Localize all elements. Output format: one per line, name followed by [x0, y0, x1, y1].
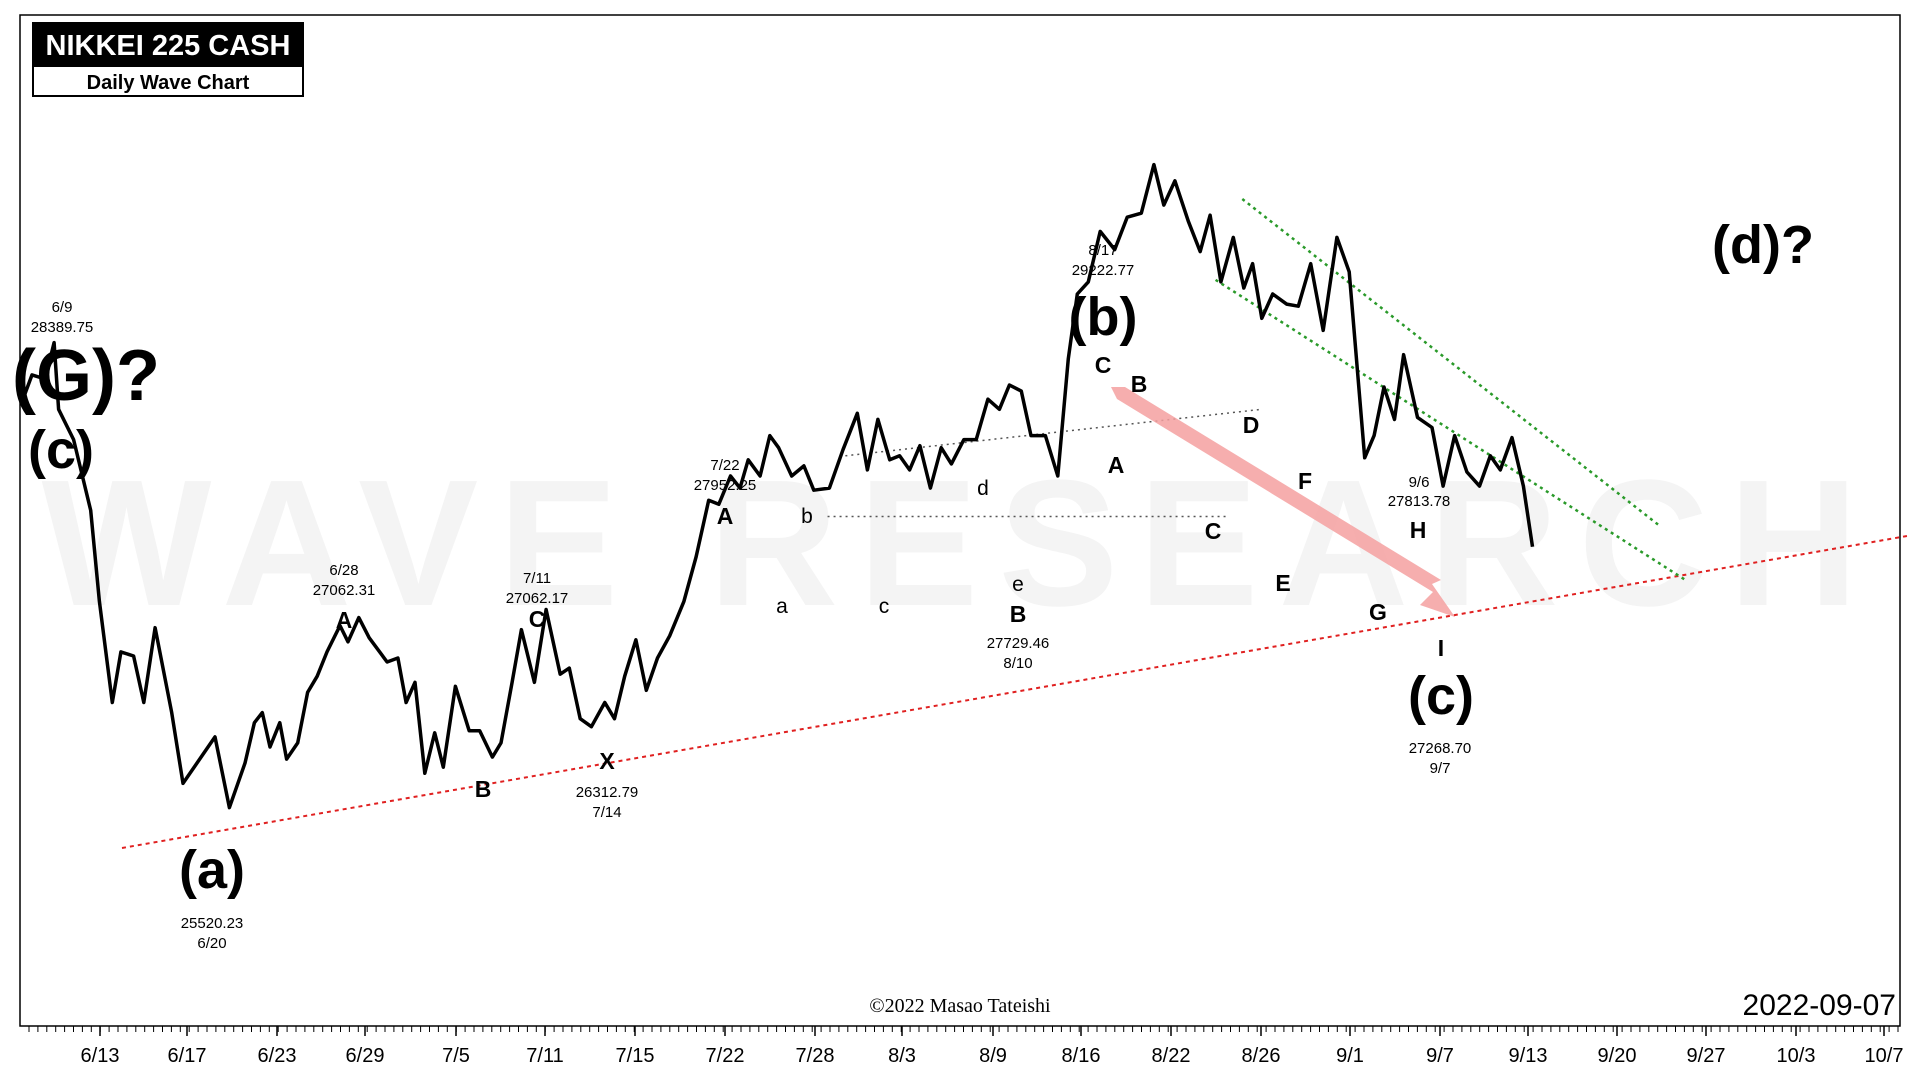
- label-sub-a1: A: [336, 607, 353, 633]
- label-dn-a: A: [1108, 452, 1125, 478]
- label-c-date: 9/7: [1430, 760, 1451, 777]
- chart-subtitle: Daily Wave Chart: [87, 72, 250, 94]
- x-tick-label: 9/20: [1598, 1045, 1637, 1067]
- label-dn-i: I: [1438, 635, 1444, 661]
- label-x-date: 7/14: [592, 804, 621, 821]
- label-tri-e: e: [1012, 573, 1024, 596]
- x-tick-label: 8/22: [1152, 1045, 1191, 1067]
- label-b-date: 8/17: [1088, 242, 1117, 259]
- label-a-wave: (a): [179, 840, 245, 900]
- plot-frame: [19, 14, 1901, 1027]
- x-tick-label: 7/15: [616, 1045, 655, 1067]
- x-tick-label: 6/23: [258, 1045, 297, 1067]
- label-sub-x: X: [599, 748, 615, 774]
- title-box: NIKKEI 225 CASH Daily Wave Chart: [32, 22, 304, 97]
- label-dn-c: C: [1205, 518, 1222, 544]
- x-tick-label: 9/1: [1336, 1045, 1364, 1067]
- label-d-wave: (d)?: [1712, 215, 1814, 275]
- date-stamp: 2022-09-07: [1743, 989, 1896, 1022]
- label-a-price: 25520.23: [181, 915, 244, 932]
- price-series-line: [21, 162, 1535, 810]
- down-trend-arrow: [1111, 387, 1455, 617]
- x-tick-label: 8/16: [1062, 1045, 1101, 1067]
- x-tick-label: 7/5: [442, 1045, 470, 1067]
- label-dn-b: B: [1131, 371, 1148, 397]
- x-tick-label: 9/27: [1687, 1045, 1726, 1067]
- channel-lower-line: [1214, 278, 1688, 583]
- label-sub-c1: C: [529, 606, 546, 632]
- label-sub-a2: A: [717, 503, 734, 529]
- triangle-upper-line: [845, 408, 1262, 457]
- label-top-price: 28389.75: [31, 319, 94, 336]
- label-dn-f: F: [1298, 468, 1312, 494]
- label-a-date: 6/20: [197, 935, 226, 952]
- x-tick-label: 8/9: [979, 1045, 1007, 1067]
- x-tick-label: 6/29: [346, 1045, 385, 1067]
- label-g-wave: (G)?: [12, 336, 160, 416]
- x-tick-label: 6/13: [81, 1045, 120, 1067]
- copyright-text: ©2022 Masao Tateishi: [869, 995, 1051, 1017]
- label-a2-price: 27952.25: [694, 477, 757, 494]
- label-c-wave: (c): [1408, 666, 1474, 726]
- label-b-wave: (b): [1069, 287, 1138, 347]
- x-tick-label: 9/13: [1509, 1045, 1548, 1067]
- channel-upper-line: [1241, 198, 1662, 528]
- label-c1-price: 27062.17: [506, 590, 569, 607]
- label-b2-date: 8/10: [1003, 655, 1032, 672]
- label-b-price: 29222.77: [1072, 262, 1135, 279]
- label-dn-e: E: [1275, 570, 1290, 596]
- x-tick-label: 10/3: [1777, 1045, 1816, 1067]
- label-h-price: 27813.78: [1388, 493, 1451, 510]
- x-axis: 6/13 6/17 6/23 6/29 7/5 7/11 7/15 7/22 7/28 8/3 8/…: [28, 1026, 1904, 1067]
- x-tick-label: 9/7: [1426, 1045, 1454, 1067]
- label-sub-b1: B: [475, 776, 492, 802]
- label-b2-price: 27729.46: [987, 635, 1050, 652]
- label-x-price: 26312.79: [576, 784, 639, 801]
- label-tri-a: a: [776, 595, 788, 618]
- x-tick-label: 8/3: [888, 1045, 916, 1067]
- label-dn-h: H: [1410, 517, 1427, 543]
- label-c-top: (c): [28, 420, 94, 480]
- label-dn-d: D: [1243, 412, 1260, 438]
- x-tick-label: 7/11: [526, 1045, 563, 1067]
- support-trendline: [121, 535, 1908, 849]
- label-a1-date: 6/28: [329, 562, 358, 579]
- label-dn-g: G: [1369, 599, 1387, 625]
- chart-title: NIKKEI 225 CASH: [46, 30, 291, 62]
- x-tick-label: 10/7: [1865, 1045, 1904, 1067]
- watermark: WAVE RESEARCH: [42, 443, 1879, 644]
- label-a2-date: 7/22: [710, 457, 739, 474]
- label-sub-c2: C: [1095, 352, 1112, 378]
- label-a1-price: 27062.31: [313, 582, 376, 599]
- label-h-date: 9/6: [1409, 474, 1430, 491]
- label-tri-b: b: [801, 505, 813, 528]
- label-sub-b2: B: [1010, 601, 1027, 627]
- label-tri-d: d: [977, 477, 989, 500]
- label-c1-date: 7/11: [523, 570, 551, 587]
- label-c-price: 27268.70: [1409, 740, 1472, 757]
- x-tick-label: 7/28: [796, 1045, 835, 1067]
- x-tick-label: 8/26: [1242, 1045, 1281, 1067]
- x-tick-label: 6/17: [168, 1045, 207, 1067]
- label-top-date: 6/9: [52, 299, 73, 316]
- label-tri-c: c: [879, 595, 890, 618]
- x-tick-label: 7/22: [706, 1045, 745, 1067]
